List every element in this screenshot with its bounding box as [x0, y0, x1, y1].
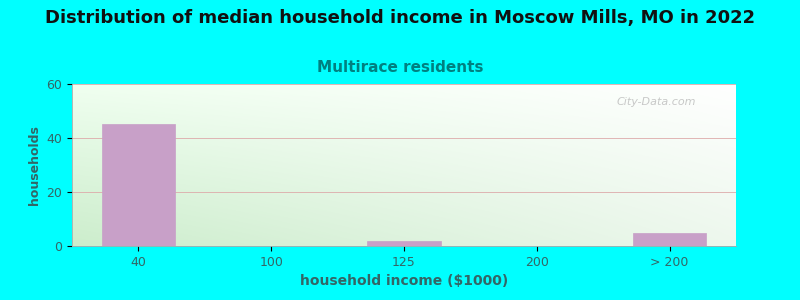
Bar	[102, 124, 175, 246]
Bar	[367, 241, 441, 246]
Text: Multirace residents: Multirace residents	[317, 60, 483, 75]
Bar	[633, 232, 706, 246]
Text: Distribution of median household income in Moscow Mills, MO in 2022: Distribution of median household income …	[45, 9, 755, 27]
Y-axis label: households: households	[28, 125, 41, 205]
Text: City-Data.com: City-Data.com	[617, 97, 696, 107]
X-axis label: household income ($1000): household income ($1000)	[300, 274, 508, 288]
